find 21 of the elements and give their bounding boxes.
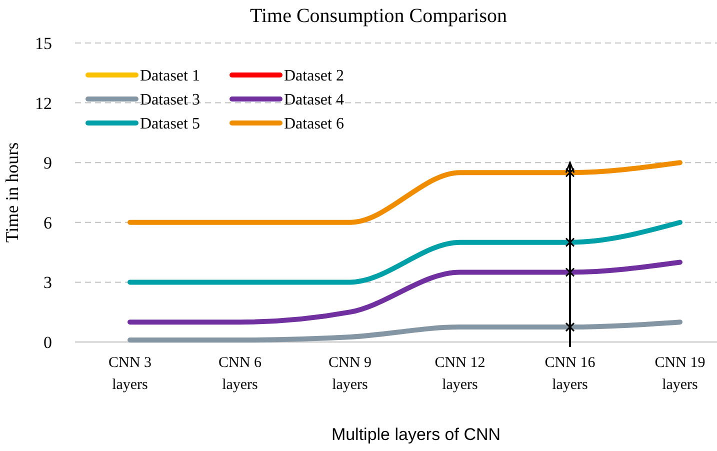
legend-label: Dataset 4 [284,92,344,109]
legend-label: Dataset 3 [140,92,200,109]
legend-label: Dataset 1 [140,68,200,85]
x-tick-label: CNN 12 layers [434,355,486,393]
y-tick-label: 3 [44,273,52,292]
x-tick-label: CNN 9 layers [328,355,372,393]
y-axis-title: Time in hours [2,142,22,243]
y-tick-label: 15 [35,34,52,53]
legend-label: Dataset 2 [284,68,344,85]
x-tick-label: CNN 6 layers [218,355,262,393]
x-tick-label: CNN 3 layers [108,355,152,393]
y-tick-label: 9 [44,154,52,173]
legend-label: Dataset 6 [284,116,344,133]
y-tick-label: 6 [44,213,52,232]
chart-title: Time Consumption Comparison [250,5,508,27]
y-tick-label: 12 [35,94,52,113]
legend-label: Dataset 5 [140,116,200,133]
x-tick-label: CNN 19 layers [654,355,706,393]
x-tick-label: CNN 16 layers [544,355,596,393]
y-tick-label: 0 [44,332,52,352]
x-axis-title: Multiple layers of CNN [331,425,501,444]
